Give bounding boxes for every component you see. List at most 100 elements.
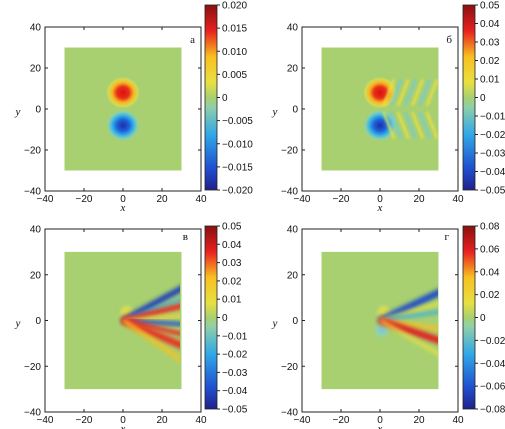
y-axis-label: y [15,318,21,330]
wake-band [380,310,438,322]
colorbar-tick-label: 0.015 [222,24,247,35]
wake-band-upper [390,79,402,107]
y-tick-label: 0 [292,316,298,327]
x-axis-label: x [120,202,126,214]
colorbar-tick-label: −0.05 [480,186,505,197]
x-tick-label: 0 [120,415,126,426]
colorbar-tick-label: −0.03 [480,149,505,160]
colorbar-tick-label: 0.08 [480,222,500,233]
colorbar-tick-label: −0.01 [222,331,248,342]
y-tick-label: 0 [292,105,298,116]
colorbar-tick-label: −0.010 [222,139,253,150]
y-tick-label: −20 [281,146,298,157]
colorbar-tick-label: 0.01 [222,295,242,306]
wake-band [122,319,180,362]
colorbar-tick-label: −0.015 [222,162,253,173]
colorbar-tick-label: 0.005 [222,70,247,81]
colorbar-tick-label: −0.06 [480,382,505,393]
y-axis-label: y [272,106,278,118]
y-tick-label: 40 [30,225,42,236]
wake-band-upper [426,79,438,107]
x-tick-label: −40 [37,194,54,205]
y-axis-label: y [272,318,278,330]
y-tick-label: −40 [281,408,298,419]
colorbar-tick-label: 0.01 [480,75,500,86]
colorbar-tick-label: 0.02 [480,290,500,301]
colorbar-tick-label: 0.03 [480,38,500,49]
x-axis-label: x [377,423,383,429]
y-tick-label: −20 [281,362,298,373]
wake-band [378,317,438,344]
panel-2: −40 −20 0 20 40 40 20 0 −20 −40 x y б 0.05 0.04 0.03 0.0… [272,1,505,215]
wake-band-upper [411,79,424,107]
y-tick-label: 0 [35,316,41,327]
colorbar-tick-label: −0.005 [222,116,253,127]
negative-lobe [105,109,141,142]
colorbar-tick-label: −0.04 [480,359,505,370]
y-tick-label: −40 [24,408,41,419]
field-pattern [117,285,180,362]
wake-band-lower [426,111,438,139]
colorbar-tick-label: 0.010 [222,47,247,58]
panel-label: б [446,34,452,46]
colorbar-tick-label: 0 [222,93,228,104]
wake-band [380,320,438,356]
x-tick-label: −20 [333,415,350,426]
x-tick-label: 40 [195,415,207,426]
y-tick-label: −20 [24,362,41,373]
wake-band [122,303,180,323]
colorbar-tick-label: −0.02 [480,130,505,141]
y-tick-label: 20 [30,64,42,75]
x-tick-label: 20 [156,415,168,426]
x-tick-label: 0 [120,194,126,205]
wake-band-upper [404,79,417,107]
field-area [64,47,182,171]
field-area [321,47,439,171]
x-tick-label: 20 [413,415,425,426]
x-tick-label: −40 [294,194,311,205]
wake-band-upper [382,79,395,107]
wake-band-upper [418,79,431,107]
y-tick-label: 0 [35,105,41,116]
x-axis-label: x [377,202,383,214]
y-axis-label: y [15,106,21,118]
colorbar [462,225,476,410]
y-tick-label: 40 [287,225,299,236]
wake-band [123,314,180,322]
colorbar-tick-label: −0.02 [480,336,505,347]
y-tick-label: 20 [287,64,299,75]
y-tick-label: −40 [281,187,298,198]
colorbar-tick-label: 0 [480,93,486,104]
positive-lobe [362,76,398,109]
x-tick-label: 20 [156,194,168,205]
colorbar-tick-label: 0.04 [480,19,500,30]
colorbar [204,4,218,191]
y-tick-label: −20 [24,146,41,157]
x-tick-label: −20 [333,194,350,205]
colorbar-tick-label: −0.020 [222,186,253,197]
wake-band [122,318,180,327]
colorbar-tick-label: −0.08 [480,405,505,416]
negative-lobe [362,109,398,142]
colorbar-tick-label: −0.01 [480,112,505,123]
field-pattern [105,76,141,142]
wake-band [121,317,180,349]
colorbar [204,225,218,410]
colorbar [462,4,476,191]
x-tick-label: 40 [452,194,464,205]
colorbar-tick-label: 0.02 [222,276,242,287]
wake-band-lower [411,111,424,139]
x-axis-label: x [120,423,126,429]
x-tick-label: 20 [413,194,425,205]
y-tick-label: 20 [30,270,42,281]
colorbar-tick-label: 0.04 [222,240,242,251]
panel-1: −40 −20 0 20 40 40 20 0 −20 −40 x y а 0.020 0.015 0.010… [15,1,254,215]
y-tick-label: 20 [287,270,299,281]
colorbar-tick-label: 0.02 [480,56,500,67]
wake-band-upper [397,79,410,107]
y-tick-label: 40 [30,23,42,34]
wake-band-lower [390,111,402,139]
wake-band-lower [404,111,417,139]
panel-3: −40 −20 0 20 40 40 20 0 −20 −40 x y в 0.05 0.04 0.03 0.0… [15,222,248,429]
colorbar-tick-label: −0.03 [222,368,248,379]
